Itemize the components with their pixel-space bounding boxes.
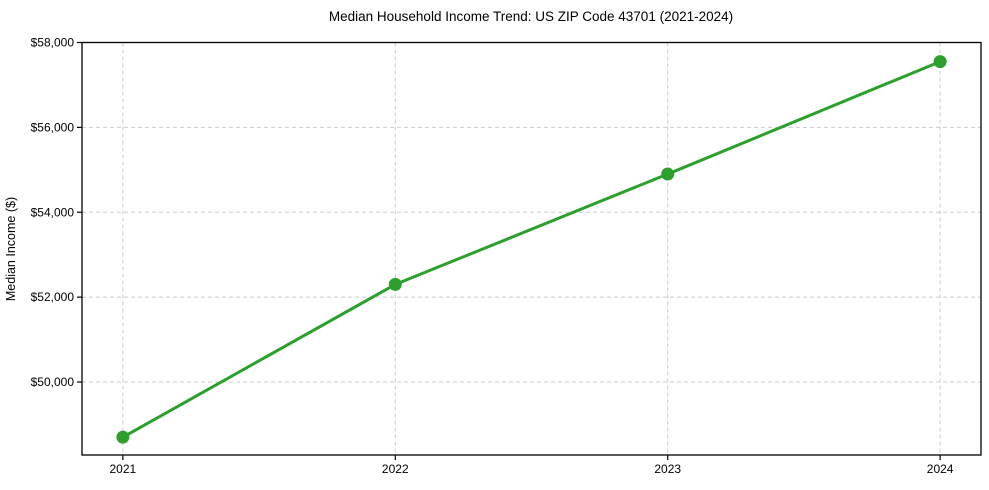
x-tick-label: 2022 bbox=[382, 462, 409, 476]
x-tick-label: 2021 bbox=[110, 462, 137, 476]
data-point-2022 bbox=[388, 277, 402, 291]
y-tick-label: $56,000 bbox=[31, 120, 75, 134]
y-tick-label: $50,000 bbox=[31, 375, 75, 389]
data-point-2024 bbox=[933, 55, 947, 69]
data-point-2023 bbox=[661, 167, 675, 181]
x-tick-label: 2023 bbox=[654, 462, 681, 476]
axis-layer: 2021 2022 2023 2024 $50,000 $52,000 $54,000 $56… bbox=[31, 36, 954, 477]
y-tick-label: $58,000 bbox=[31, 36, 75, 50]
plot-border bbox=[81, 41, 982, 456]
y-axis-title: Median Income ($) bbox=[4, 197, 18, 301]
data-point-2021 bbox=[116, 430, 130, 444]
chart-title: Median Household Income Trend: US ZIP Co… bbox=[329, 9, 733, 24]
plot-layer bbox=[116, 55, 947, 444]
income-trend-line bbox=[121, 60, 942, 439]
grid-layer bbox=[82, 42, 981, 455]
x-tick-label: 2024 bbox=[927, 462, 954, 476]
y-tick-label: $52,000 bbox=[31, 290, 75, 304]
y-tick-label: $54,000 bbox=[31, 205, 75, 219]
